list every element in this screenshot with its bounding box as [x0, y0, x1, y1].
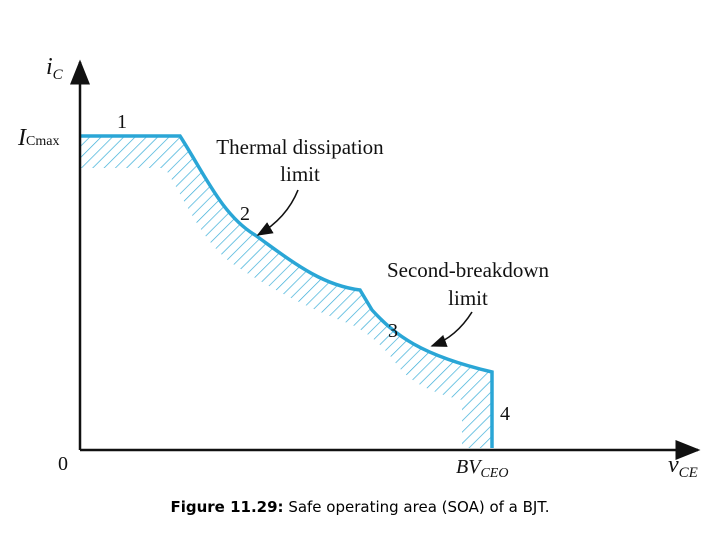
origin-label: 0	[58, 453, 68, 475]
annotation-arrow	[430, 311, 473, 347]
annotation-arrow	[256, 189, 299, 236]
y-max-label-sub: Cmax	[26, 134, 59, 149]
annotation: limit	[448, 286, 488, 310]
caption-text: Safe operating area (SOA) of a BJT.	[288, 498, 550, 516]
caption: Figure 11.29: Safe operating area (SOA) …	[0, 498, 720, 516]
x-max-label: BVCEO	[456, 456, 508, 481]
region-number: 1	[117, 111, 127, 133]
region-number: 2	[240, 203, 250, 225]
caption-label: Figure 11.29:	[170, 498, 284, 516]
region-number: 3	[388, 320, 398, 342]
annotation: Thermal dissipation	[216, 135, 384, 159]
y-max-label-main: I	[17, 125, 27, 151]
x-max-label-sub: CEO	[480, 466, 508, 481]
soa-boundary	[80, 134, 494, 448]
x-axis-label-main: v	[668, 452, 679, 478]
annotation: Second-breakdown	[387, 258, 550, 282]
y-axis-label-sub: C	[53, 67, 64, 83]
region-number: 4	[500, 403, 510, 425]
y-max-label: ICmax	[17, 125, 59, 151]
x-max-label-main: BV	[456, 456, 483, 478]
x-axis-label: vCE	[668, 452, 698, 481]
hatched-region	[80, 136, 492, 448]
x-axis-label-sub: CE	[679, 465, 698, 481]
y-axis-label-main: i	[46, 54, 53, 80]
annotation: limit	[280, 162, 320, 186]
y-axis-label: iC	[46, 54, 64, 83]
